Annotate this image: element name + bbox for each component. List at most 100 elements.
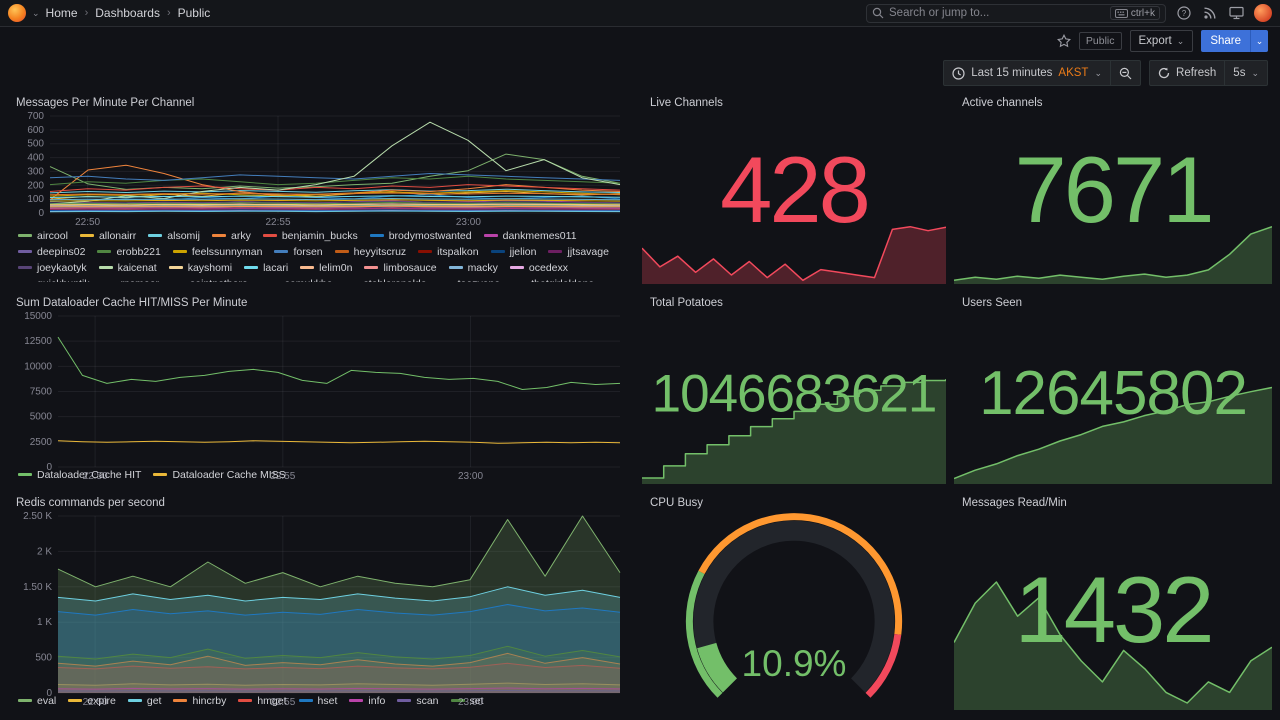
legend-item[interactable]: rnsmeer xyxy=(102,276,160,283)
panel-title[interactable]: Live Channels xyxy=(650,97,723,109)
chevron-down-icon: ⌄ xyxy=(1094,67,1103,78)
panel-title[interactable]: Messages Per Minute Per Channel xyxy=(16,97,195,109)
export-button[interactable]: Export ⌄ xyxy=(1129,30,1194,52)
legend-item[interactable]: info xyxy=(349,693,385,708)
search-input[interactable] xyxy=(889,7,1105,19)
user-avatar[interactable] xyxy=(1254,4,1272,22)
stat-value: 7671 xyxy=(1014,136,1214,242)
keyboard-shortcut-badge: ctrl+k xyxy=(1109,6,1160,20)
panel-title[interactable]: Active channels xyxy=(962,97,1043,109)
svg-text:200: 200 xyxy=(27,180,44,191)
cpu-gauge: 10.9% xyxy=(650,511,938,708)
legend-item[interactable]: macky xyxy=(448,260,498,275)
refresh-button[interactable]: Refresh xyxy=(1150,61,1224,85)
redis-legend: eval expire get hincrby hmget hset info scan set xyxy=(16,693,626,708)
navbar: ⌄ Home › Dashboards › Public ctrl+k ? xyxy=(0,0,1280,27)
legend-item[interactable]: joeykaotyk xyxy=(18,260,87,275)
monitor-icon[interactable] xyxy=(1228,5,1244,21)
redis-chart[interactable]: 2.50 K 2 K 1.50 K 1 K 500 0 22:50 22:55 23:00 xyxy=(16,511,626,708)
breadcrumb-public[interactable]: Public xyxy=(177,6,211,20)
time-range-picker[interactable]: Last 15 minutes AKST ⌄ xyxy=(944,61,1110,85)
legend-item[interactable]: Dataloader Cache HIT xyxy=(18,467,141,482)
legend-item[interactable]: alsomij xyxy=(148,228,200,243)
grafana-logo-icon[interactable] xyxy=(8,4,26,22)
legend-item[interactable]: set xyxy=(450,693,484,708)
legend-item[interactable]: Dataloader Cache MISS xyxy=(153,467,286,482)
legend-item[interactable]: benjamin_bucks xyxy=(262,228,358,243)
legend-item[interactable]: stableronaldo xyxy=(345,276,427,283)
legend-item[interactable]: jjelion xyxy=(490,244,536,259)
panel-title[interactable]: Total Potatoes xyxy=(650,297,723,309)
svg-text:300: 300 xyxy=(27,166,44,177)
breadcrumb-home[interactable]: Home xyxy=(45,6,78,20)
legend-item[interactable]: kayshomi xyxy=(168,260,232,275)
svg-text:22:50: 22:50 xyxy=(75,217,100,228)
legend-item[interactable]: limbosauce xyxy=(364,260,437,275)
legend-item[interactable]: kaicenat xyxy=(98,260,157,275)
zoom-out-button[interactable] xyxy=(1110,61,1140,85)
chevron-down-icon: ⌄ xyxy=(1176,35,1185,46)
refresh-icon xyxy=(1158,67,1170,79)
panel-title[interactable]: Sum Dataloader Cache HIT/MISS Per Minute xyxy=(16,297,248,309)
total-potatoes-sparkline xyxy=(642,373,946,484)
panel-title[interactable]: CPU Busy xyxy=(650,497,704,509)
legend-item[interactable]: forsen xyxy=(274,244,323,259)
refresh-interval-picker[interactable]: 5s ⌄ xyxy=(1224,61,1267,85)
legend-item[interactable]: lelim0n xyxy=(300,260,352,275)
star-icon[interactable] xyxy=(1056,34,1071,48)
svg-text:2500: 2500 xyxy=(30,437,53,448)
legend-item[interactable]: eval xyxy=(18,693,56,708)
chevron-down-icon[interactable]: ⌄ xyxy=(32,7,40,18)
legend-item[interactable]: dankmemes011 xyxy=(483,228,577,243)
legend-item[interactable]: hincrby xyxy=(173,693,226,708)
svg-text:22:50: 22:50 xyxy=(83,471,108,482)
legend-item[interactable]: allonairr xyxy=(79,228,136,243)
svg-text:5000: 5000 xyxy=(30,412,53,423)
panel-title[interactable]: Users Seen xyxy=(962,297,1023,309)
search-box[interactable]: ctrl+k xyxy=(866,3,1166,23)
legend-item[interactable]: get xyxy=(127,693,161,708)
legend-item[interactable]: heyyitscruz xyxy=(334,244,406,259)
legend-item[interactable]: jjtsavage xyxy=(548,244,609,259)
refresh-group: Refresh 5s ⌄ xyxy=(1149,60,1268,86)
legend-item[interactable]: lacari xyxy=(244,260,288,275)
legend-item[interactable]: ocedexx xyxy=(509,260,568,275)
panel-total-potatoes: Total Potatoes 1046683621 xyxy=(642,292,946,484)
dataloader-chart[interactable]: 15000 12500 10000 7500 5000 2500 0 22:50 22:55 23… xyxy=(16,311,626,482)
svg-text:22:55: 22:55 xyxy=(265,217,290,228)
legend-item[interactable]: hmget xyxy=(238,693,287,708)
legend-item[interactable]: aircool xyxy=(18,228,68,243)
help-icon[interactable]: ? xyxy=(1176,5,1192,21)
share-button[interactable]: Share xyxy=(1201,30,1250,52)
legend-item[interactable]: scan xyxy=(397,693,439,708)
dashboard-toolbar: Public Export ⌄ Share ⌄ xyxy=(0,27,1280,52)
timezone-label: AKST xyxy=(1058,67,1089,79)
svg-text:1.50 K: 1.50 K xyxy=(23,582,52,593)
legend-item[interactable]: hset xyxy=(298,693,337,708)
legend-item[interactable]: itspalkon xyxy=(418,244,479,259)
svg-text:400: 400 xyxy=(27,153,44,164)
legend-item[interactable]: thatgirloldana xyxy=(512,276,594,283)
legend-item[interactable]: erobb221 xyxy=(97,244,161,259)
legend-item[interactable]: feelssunnyman xyxy=(172,244,262,259)
svg-text:22:50: 22:50 xyxy=(83,697,108,708)
legend-item[interactable]: arky xyxy=(211,228,251,243)
panel-title[interactable]: Redis commands per second xyxy=(16,497,165,509)
dashboard-tag[interactable]: Public xyxy=(1078,32,1122,50)
legend-item[interactable]: quickhuntik xyxy=(18,276,90,283)
legend-item[interactable]: expire xyxy=(68,693,116,708)
legend-item[interactable]: brodymostwanted xyxy=(369,228,472,243)
panel-title[interactable]: Messages Read/Min xyxy=(962,497,1067,509)
svg-text:1 K: 1 K xyxy=(37,617,52,628)
legend-item[interactable]: teezyana xyxy=(439,276,501,283)
dataloader-legend: Dataloader Cache HIT Dataloader Cache MIS… xyxy=(16,467,626,482)
share-menu-button[interactable]: ⌄ xyxy=(1250,30,1268,52)
messages-chart[interactable]: 700 600 500 400 300 200 100 0 22:50 22:55 23:00 xyxy=(16,111,626,228)
legend-item[interactable]: deepins02 xyxy=(18,244,85,259)
svg-text:100: 100 xyxy=(27,194,44,205)
breadcrumb-dashboards[interactable]: Dashboards xyxy=(95,6,160,20)
legend-item[interactable]: saintnothere_ xyxy=(171,276,254,283)
legend-item[interactable]: samukkha xyxy=(266,276,333,283)
news-rss-icon[interactable] xyxy=(1202,5,1218,21)
svg-text:?: ? xyxy=(1182,9,1187,18)
